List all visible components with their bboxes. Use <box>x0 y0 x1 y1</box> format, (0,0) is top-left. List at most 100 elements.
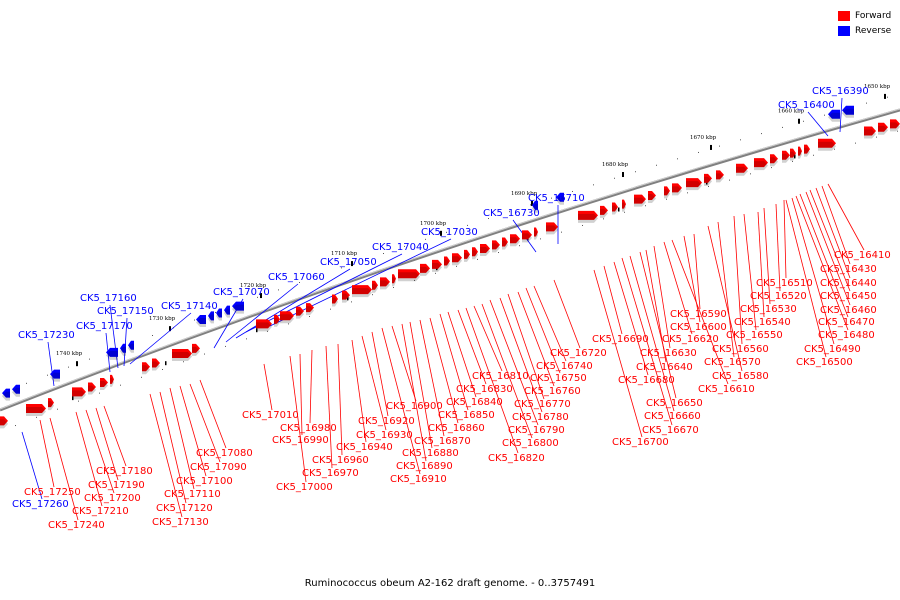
scale-tick-label: 1670 kbp <box>690 135 717 141</box>
minor-dot <box>341 267 342 269</box>
gene-leader-line <box>653 245 671 349</box>
gene-leader-line <box>663 241 693 335</box>
forward-gene-arrow <box>790 148 796 158</box>
gene-leader-line <box>533 285 567 362</box>
gene-arrow-shadow <box>208 314 214 324</box>
gene-label: CK5_16620 <box>662 334 719 345</box>
legend-item-reverse: Reverse <box>838 23 891 38</box>
reverse-gene-arrow <box>556 192 564 202</box>
gene-leader-line <box>123 317 128 367</box>
forward-gene-arrow <box>634 194 646 204</box>
gene-arrow-shadow <box>782 153 790 163</box>
minor-dot <box>761 133 762 135</box>
minor-dot <box>309 315 310 317</box>
scale-tick-label: 1660 kbp <box>778 109 805 115</box>
gene-leader-line <box>489 299 539 426</box>
scale-tick-label: 1680 kbp <box>602 162 629 168</box>
legend-item-forward: Forward <box>838 8 891 23</box>
gene-arrow-shadow <box>352 288 372 298</box>
forward-gene-arrow <box>172 348 192 358</box>
minor-dot <box>855 142 856 144</box>
minor-dot <box>750 173 751 175</box>
gene-label: CK5_17070 <box>213 287 270 298</box>
gene-leader-line <box>109 304 119 369</box>
gene-label: CK5_16890 <box>396 461 453 472</box>
minor-dot <box>425 238 426 240</box>
gene-arrow-shadow <box>546 225 558 235</box>
minor-dot <box>635 171 636 173</box>
gene-label: CK5_16630 <box>640 348 697 359</box>
gene-arrow-shadow <box>522 233 532 243</box>
forward-gene-arrow <box>770 154 778 164</box>
gene-arrow-shadow <box>736 166 748 176</box>
gene-label: CK5_17190 <box>88 480 145 491</box>
gene-label: CK5_16450 <box>820 291 877 302</box>
gene-arrow-shadow <box>420 266 430 276</box>
gene-arrow-shadow <box>432 262 442 272</box>
gene-label: CK5_17240 <box>48 520 105 531</box>
minor-dot <box>530 204 531 206</box>
gene-label: CK5_16550 <box>726 330 783 341</box>
minor-dot <box>551 197 552 199</box>
gene-leader-line <box>189 383 221 463</box>
gene-leader-line <box>481 303 533 439</box>
gene-leader-line <box>783 199 787 279</box>
forward-gene-arrow <box>864 126 876 136</box>
minor-dot <box>719 145 720 147</box>
reverse-gene-arrow <box>828 109 840 119</box>
forward-gene-arrow <box>522 230 532 240</box>
gene-leader-line <box>785 199 827 358</box>
gene-leader-line <box>707 225 743 372</box>
forward-gene-arrow <box>48 398 54 408</box>
forward-gene-arrow <box>372 280 378 290</box>
forward-gene-arrow <box>534 227 538 237</box>
minor-dot <box>351 301 352 303</box>
gene-leader-line <box>103 405 127 467</box>
gene-arrow-shadow <box>296 309 304 319</box>
minor-tick-dots <box>5 96 898 427</box>
minor-dot <box>194 319 195 321</box>
gene-label: CK5_16850 <box>438 410 495 421</box>
forward-gene-arrow <box>664 186 670 196</box>
gene-leader-line <box>807 111 829 137</box>
gene-arrow-shadow <box>502 240 508 250</box>
gene-label: CK5_16700 <box>612 437 669 448</box>
gene-label: CK5_16520 <box>750 291 807 302</box>
gene-label: CK5_17010 <box>242 410 299 421</box>
minor-dot <box>278 289 279 291</box>
minor-dot <box>372 294 373 296</box>
reverse-gene-arrow <box>196 315 206 325</box>
gene-arrow-shadow <box>2 391 10 401</box>
gene-leader-line <box>289 355 307 483</box>
gene-label: CK5_16900 <box>386 401 443 412</box>
reverse-gene-arrow <box>106 347 118 357</box>
gene-label: CK5_16500 <box>796 357 853 368</box>
gene-arrow-shadow <box>828 112 840 122</box>
gene-arrow-shadow <box>72 390 86 400</box>
minor-dot <box>603 218 604 220</box>
forward-gene-arrow <box>274 314 280 324</box>
gene-arrow-shadow <box>128 343 134 353</box>
forward-gene-arrow <box>546 222 558 232</box>
minor-dot <box>393 287 394 289</box>
gene-arrow-shadow <box>332 297 338 307</box>
gene-label: CK5_17090 <box>190 462 247 473</box>
gene-leader-line <box>593 269 643 438</box>
gene-arrow-shadow <box>878 125 888 135</box>
gene-arrow-shadow <box>50 372 60 382</box>
gene-label: CK5_17170 <box>76 321 133 332</box>
gene-leader-line <box>757 211 765 318</box>
gene-label: CK5_16400 <box>778 100 835 111</box>
gene-leader-line <box>839 97 843 133</box>
minor-dot <box>246 338 247 340</box>
minor-dot <box>488 218 489 220</box>
gene-arrow-shadow <box>634 197 646 207</box>
gene-leader-line <box>225 283 299 343</box>
scale-tick <box>884 93 886 99</box>
forward-gene-arrow <box>192 343 200 353</box>
forward-gene-arrow <box>306 303 314 313</box>
gene-arrow-shadow <box>672 186 682 196</box>
forward-gene-arrow <box>72 387 86 397</box>
gene-label: CK5_16910 <box>390 474 447 485</box>
scale-tick-label: 1730 kbp <box>149 316 176 322</box>
